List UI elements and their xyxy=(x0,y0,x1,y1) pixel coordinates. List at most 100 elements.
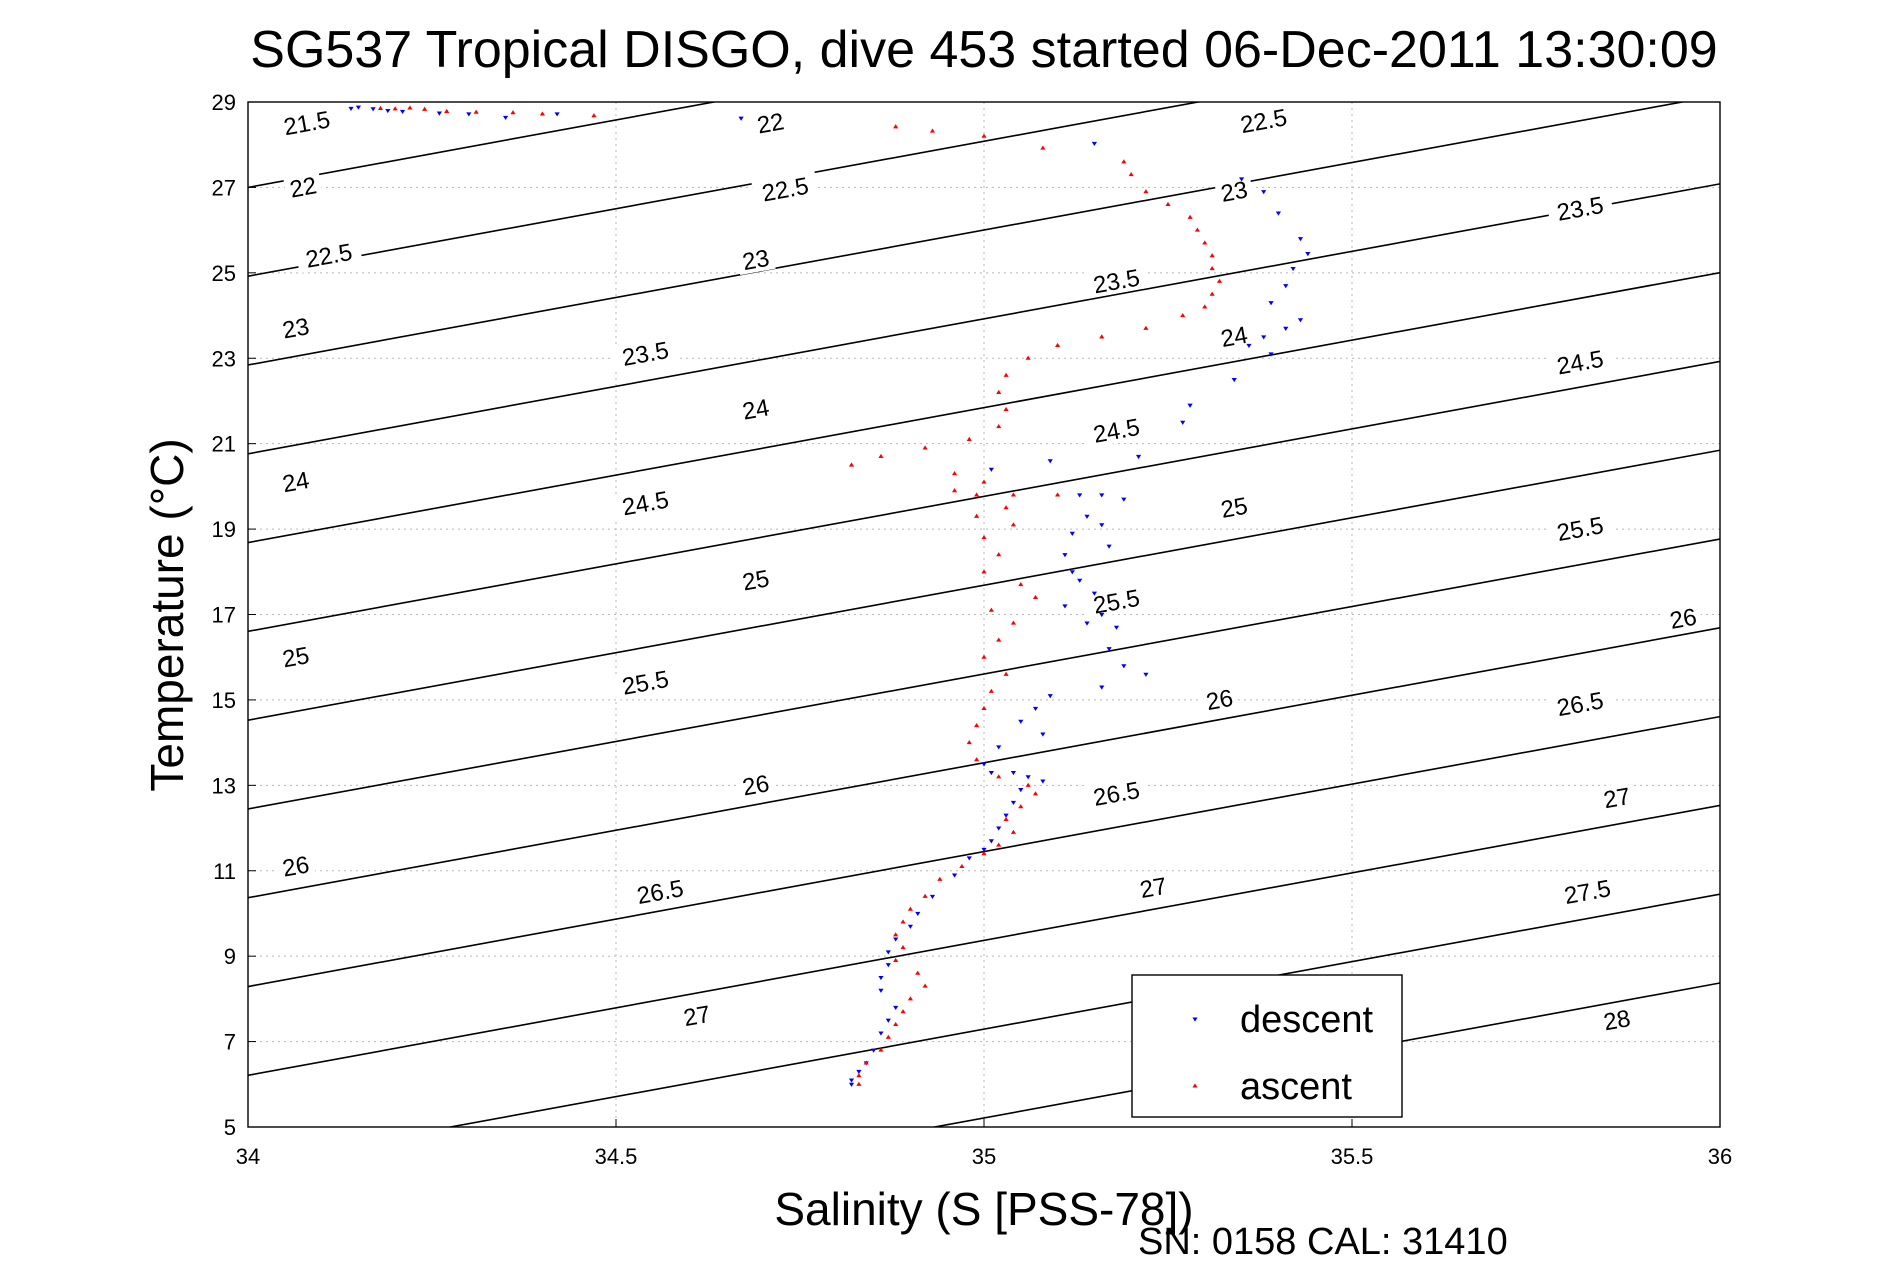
descent-point xyxy=(848,1082,855,1087)
x-tick-label: 34.5 xyxy=(595,1144,638,1169)
ascent-point xyxy=(1128,172,1134,177)
ascent-point xyxy=(1099,334,1105,339)
descent-point xyxy=(466,112,472,117)
descent-point xyxy=(1121,497,1127,502)
legend-marker-descent xyxy=(1192,1017,1198,1022)
descent-point xyxy=(554,112,560,117)
ascent-point xyxy=(422,106,428,111)
ascent-point xyxy=(1143,189,1149,194)
ascent-point xyxy=(893,932,899,937)
y-axis-label: Temperature (°C) xyxy=(141,438,193,791)
ascent-point xyxy=(996,637,1002,642)
descent-point xyxy=(1077,578,1083,583)
contour-label: 25 xyxy=(1214,490,1255,524)
y-tick-label: 17 xyxy=(212,603,236,628)
ascent-point xyxy=(510,110,516,115)
contour-label-background xyxy=(735,563,776,596)
contour-label-background xyxy=(1133,870,1174,903)
ascent-point xyxy=(1165,201,1171,207)
descent-point xyxy=(1010,800,1017,806)
contour-label-background xyxy=(1214,174,1255,207)
descent-point xyxy=(1069,531,1075,536)
x-axis-ticks: 34 34.5 35 35.5 36 xyxy=(236,1119,1732,1169)
contour-label-background xyxy=(1082,261,1151,299)
descent-point xyxy=(1135,454,1142,460)
descent-point xyxy=(915,911,921,917)
descent-point xyxy=(1040,732,1046,737)
data-points xyxy=(348,105,1311,1087)
legend-label-descent: descent xyxy=(1240,999,1374,1041)
ascent-point xyxy=(1187,214,1193,219)
ascent-point xyxy=(988,688,994,693)
contour-label-text: 22 xyxy=(288,172,319,203)
descent-point xyxy=(1069,570,1075,575)
contour-label: 26 xyxy=(735,768,776,802)
descent-point xyxy=(738,116,744,121)
legend-marker-ascent xyxy=(1192,1083,1198,1088)
ascent-point xyxy=(996,423,1002,429)
contour-label-text: 27 xyxy=(1601,783,1632,814)
ascent-point xyxy=(893,124,899,129)
isopycnal-line xyxy=(248,804,1720,1077)
descent-point xyxy=(871,1048,877,1053)
contour-label-background xyxy=(294,236,363,274)
x-tick-label: 34 xyxy=(236,1144,260,1169)
descent-point xyxy=(1246,343,1252,349)
x-axis-label: Salinity (S [PSS-78]) xyxy=(774,1183,1193,1235)
ascent-point xyxy=(1194,227,1201,232)
y-tick-label: 9 xyxy=(224,944,236,969)
contour-label-text: 26 xyxy=(740,770,771,801)
contour-label: 27 xyxy=(1133,870,1174,904)
descent-point xyxy=(988,467,994,472)
descent-point xyxy=(893,937,899,942)
ascent-point xyxy=(1003,372,1009,377)
contour-label-text: 24 xyxy=(280,467,311,498)
chart-title: SG537 Tropical DISGO, dive 453 started 0… xyxy=(250,21,1717,79)
y-tick-label: 7 xyxy=(224,1030,236,1055)
contour-label-background xyxy=(275,849,316,882)
descent-point xyxy=(1283,284,1289,289)
ascent-point xyxy=(893,1021,899,1027)
contour-label-text: 23 xyxy=(740,245,771,276)
descent-point xyxy=(1099,493,1105,498)
descent-point xyxy=(385,108,391,114)
contour-label-background xyxy=(735,392,776,425)
ascent-point xyxy=(922,893,928,898)
contour-label-background xyxy=(1214,319,1255,352)
descent-point xyxy=(1297,237,1304,242)
contour-label: 22 xyxy=(282,170,324,204)
contour-label: 24 xyxy=(735,392,776,426)
contour-label-background xyxy=(1082,582,1151,620)
ascent-point xyxy=(1180,312,1186,318)
descent-point xyxy=(1040,779,1046,784)
contour-label-text: 25 xyxy=(280,642,311,673)
descent-point xyxy=(1239,177,1245,182)
descent-point xyxy=(1143,672,1149,677)
y-tick-label: 5 xyxy=(224,1115,236,1140)
ascent-point xyxy=(1032,594,1039,599)
contour-label-background xyxy=(1546,342,1614,381)
ascent-point xyxy=(981,133,987,138)
contour-label-background xyxy=(1214,490,1255,523)
y-tick-label: 25 xyxy=(212,261,236,286)
ascent-point xyxy=(1003,505,1009,510)
contour-label-text: 27 xyxy=(1138,873,1169,904)
contour-label-background xyxy=(1546,684,1614,722)
contour-label-background xyxy=(275,640,316,673)
ascent-point xyxy=(1032,791,1039,796)
contour-label-text: 23 xyxy=(280,313,311,344)
descent-point xyxy=(1010,770,1017,776)
descent-point xyxy=(1091,141,1097,147)
ascent-point xyxy=(1055,342,1061,347)
descent-point xyxy=(1099,685,1105,690)
ascent-point xyxy=(966,740,972,745)
contour-label-text: 24 xyxy=(1219,322,1250,353)
ascent-point xyxy=(1121,159,1127,164)
contour-label-background xyxy=(1082,774,1151,812)
y-axis-ticks: 5 7 9 11 13 15 17 19 21 23 25 27 29 xyxy=(212,90,256,1140)
ascent-point xyxy=(1010,522,1017,527)
ascent-point xyxy=(951,488,958,493)
contour-label-text: 27 xyxy=(681,1001,712,1032)
descent-point xyxy=(1297,318,1304,323)
